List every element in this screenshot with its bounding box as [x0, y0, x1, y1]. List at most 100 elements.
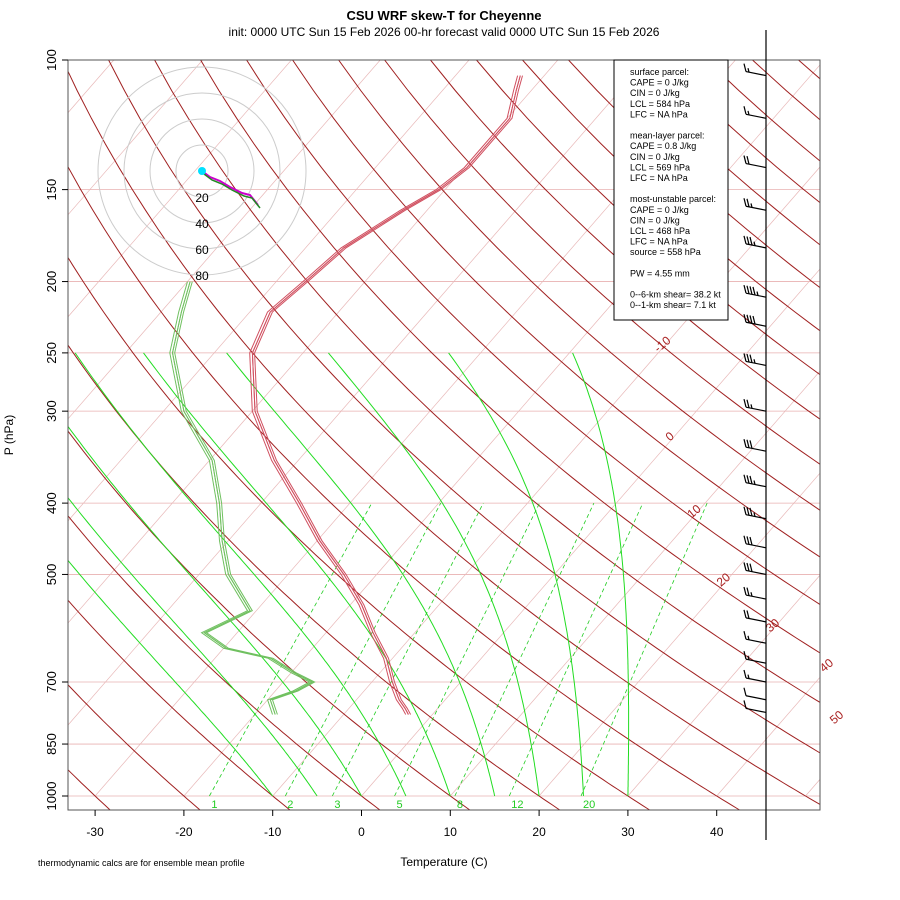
wind-barb-flag: [746, 439, 750, 448]
wind-barb-shaft: [745, 482, 767, 488]
wind-barbs: [743, 30, 767, 840]
info-box-line: source = 558 hPa: [630, 247, 701, 257]
temperature-tick-label: 40: [710, 825, 724, 839]
moist-adiabat: [448, 352, 584, 797]
chart-subtitle: init: 0000 UTC Sun 15 Feb 2026 00-hr for…: [229, 25, 660, 39]
temperature-line: [254, 75, 523, 715]
dry-adiabat: [68, 430, 471, 810]
moist-adiabat: [572, 352, 630, 796]
wind-barb-shaft: [745, 594, 767, 600]
mixing-ratio-line: [331, 502, 484, 797]
info-box-line: PW = 4.55 mm: [630, 268, 690, 278]
pressure-tick-label: 400: [44, 492, 59, 514]
hodograph-ring: [123, 92, 281, 250]
info-box-line: most-unstable parcel:: [630, 194, 716, 204]
dry-adiabat: [706, 60, 820, 162]
temperature-tick-label: -20: [175, 825, 193, 839]
wind-barb-flag: [743, 609, 747, 619]
dry-adiabat: [430, 60, 820, 420]
wind-barb-flag: [743, 353, 747, 362]
wind-barb-half-flag: [747, 635, 750, 640]
wind-barb: [743, 631, 767, 644]
wind-barb-half-flag: [750, 592, 753, 597]
wind-barb-flag: [743, 562, 747, 571]
wind-barb: [743, 285, 767, 298]
temperature-tick-label: 20: [532, 825, 546, 839]
isotherm-line: [450, 370, 820, 797]
wind-barb-flag: [746, 587, 750, 596]
info-box-line: CAPE = 0 J/kg: [630, 205, 689, 215]
dry-adiabat: [891, 60, 900, 812]
dry-adiabat: [68, 70, 820, 806]
moist-adiabat: [68, 497, 318, 797]
wind-barb: [743, 155, 767, 169]
mixing-ratio-line: [508, 502, 644, 797]
dry-adiabat: [68, 256, 651, 810]
wind-barb-flag: [749, 354, 753, 363]
dry-adiabat: [845, 60, 900, 812]
plot-frame: [67, 59, 821, 811]
wind-barb: [743, 198, 767, 211]
wind-barb-half-flag: [747, 655, 750, 660]
mixing-ratio-line: [394, 502, 540, 797]
wind-barb-shaft: [745, 406, 767, 412]
isotherm-line: [68, 60, 292, 318]
info-box-line: LCL = 584 hPa: [630, 99, 690, 109]
info-box-line: CIN = 0 J/kg: [630, 88, 680, 98]
wind-barb-flag: [746, 236, 750, 245]
wind-barb: [743, 314, 767, 327]
dry-adiabat: [154, 60, 820, 703]
isotherm-line: [68, 60, 470, 522]
wind-barb-flag: [749, 236, 753, 246]
mixing-ratio-label: 2: [287, 799, 293, 811]
info-box-line: CAPE = 0 J/kg: [630, 78, 689, 88]
temperature-line: [251, 75, 521, 715]
wind-barb-half-flag: [750, 203, 753, 208]
wind-barb-shaft: [745, 677, 767, 683]
pressure-tick-label: 500: [44, 564, 59, 586]
hodograph-ring-label: 60: [195, 243, 209, 257]
wind-barb: [743, 506, 767, 520]
isotherm-line: [68, 60, 647, 726]
moist-adiabat: [226, 352, 496, 797]
info-box-line: LFC = NA hPa: [630, 237, 688, 247]
x-axis-label: Temperature (C): [400, 855, 487, 869]
wind-barb-flag: [743, 235, 747, 245]
temperature-tick-label: -30: [86, 825, 104, 839]
isotherm-line: [361, 268, 820, 797]
wind-barb-shaft: [745, 638, 767, 644]
wind-barb-half-flag: [753, 241, 756, 246]
wind-barb-flag: [743, 474, 747, 483]
temperature-tick-label: -10: [264, 825, 282, 839]
hodograph-ring: [97, 66, 307, 276]
wind-barb-flag: [752, 286, 756, 296]
wind-barb-flag: [746, 399, 750, 408]
pressure-tick-label: 700: [44, 671, 59, 693]
wind-barb-half-flag: [756, 291, 759, 296]
dry-adiabat: [68, 769, 111, 810]
wind-barb-shaft: [745, 243, 767, 249]
dewpoint-line: [171, 281, 314, 715]
isotherm-line: [68, 60, 381, 420]
temperature-line: [251, 75, 521, 715]
wind-barb-flag: [743, 106, 747, 115]
hodograph-ring-label: 80: [195, 269, 209, 283]
wind-barb-flag: [743, 669, 747, 679]
hodograph-trace: [203, 173, 261, 209]
isotherm-line: [894, 60, 900, 796]
wind-barb-shaft: [745, 707, 767, 714]
wind-barb-flag: [746, 610, 750, 619]
isotherm-line: [272, 166, 820, 797]
wind-barb-flag: [746, 507, 750, 516]
wind-barb-flag: [743, 506, 747, 515]
isotherm-line: [627, 574, 820, 797]
wind-barb: [743, 353, 767, 367]
wind-barb-flag: [743, 535, 747, 544]
wind-barb-half-flag: [753, 512, 756, 517]
wind-barb-shaft: [745, 205, 767, 211]
moist-adiabat: [143, 352, 451, 797]
wind-barb-shaft: [745, 569, 767, 576]
wind-barb-flag: [743, 198, 747, 207]
wind-barb-flag: [746, 285, 750, 294]
